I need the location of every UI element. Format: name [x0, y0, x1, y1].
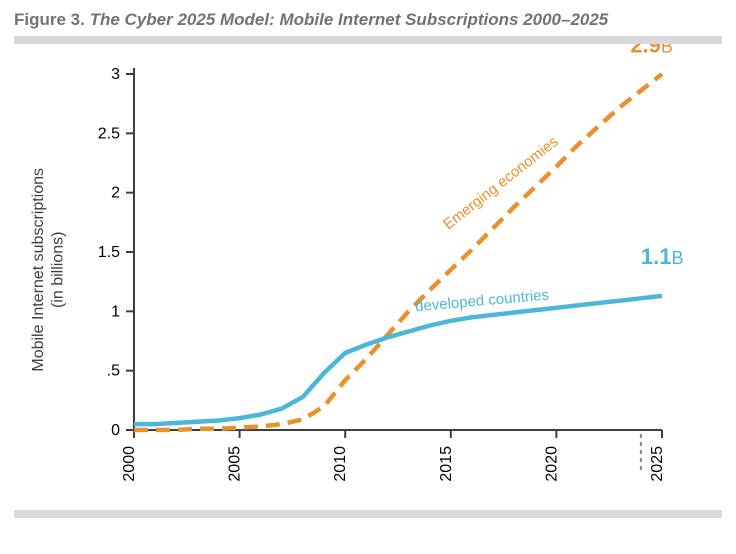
y-tick-label: 2.5	[98, 125, 120, 142]
figure-number: Figure 3.	[14, 10, 85, 29]
y-tick-label: 1.5	[98, 244, 120, 261]
y-tick-label: 0	[111, 422, 120, 439]
end-label-emerging: 2.9B	[630, 44, 673, 58]
y-axis-title: Mobile Internet subscriptions(in billion…	[30, 168, 66, 372]
x-tick-label: 2010	[332, 446, 349, 482]
figure-subtitle: The Cyber 2025 Model: Mobile Internet Su…	[90, 10, 609, 29]
series-developed	[134, 296, 662, 424]
end-label-developed: 1.1B	[641, 244, 684, 269]
x-tick-label: 2025	[649, 446, 666, 482]
y-tick-label: 3	[111, 66, 120, 83]
x-tick-label: 2005	[227, 446, 244, 482]
chart: 0 .5 1 1.5 2 2.5 3 2000 2005 2010 2015 2020 2025 Mobi…	[14, 44, 722, 502]
y-tick-label: .5	[107, 363, 120, 380]
x-tick-label: 2015	[438, 446, 455, 482]
x-tick-label: 2020	[543, 446, 560, 482]
bottom-rule	[14, 510, 722, 518]
figure-title: Figure 3. The Cyber 2025 Model: Mobile I…	[0, 0, 736, 36]
top-rule	[14, 36, 722, 44]
series-emerging	[134, 74, 662, 430]
y-tick-label: 1	[111, 303, 120, 320]
y-tick-label: 2	[111, 185, 120, 202]
chart-svg: 0 .5 1 1.5 2 2.5 3 2000 2005 2010 2015 2020 2025 Mobi…	[14, 44, 722, 502]
x-tick-label: 2000	[121, 446, 138, 482]
